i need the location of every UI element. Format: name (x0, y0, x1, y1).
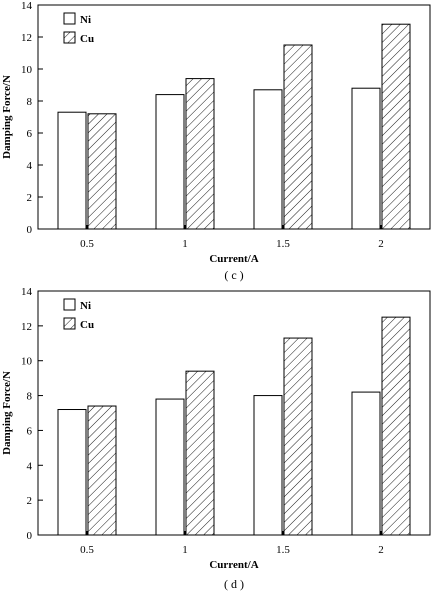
y-tick-label: 14 (21, 0, 33, 12)
panel-caption: ( d ) (224, 577, 244, 591)
y-tick-label: 8 (27, 96, 33, 108)
y-tick-label: 8 (27, 391, 33, 403)
x-tick-label: 1 (182, 544, 188, 556)
legend-swatch-ni (63, 12, 76, 25)
x-tick-label: 2 (378, 544, 384, 556)
legend-swatch-cu (63, 31, 76, 44)
bar-cu-0.5 (87, 113, 117, 230)
plot-frame (37, 290, 431, 536)
y-axis-label: Damping Force/N (1, 371, 13, 455)
bar-ni-1 (155, 94, 185, 230)
y-tick-label: 12 (21, 321, 32, 333)
legend-label-cu: Cu (80, 33, 94, 45)
y-tick-label: 2 (27, 495, 33, 507)
chart-panel-1: 0 2 4 6 8 10 12 14 0.5 1 1.5 2 Current/A Damping Forc… (1, 286, 431, 591)
bar-cu-0.5 (87, 405, 117, 536)
x-tick-label: 1 (182, 238, 188, 250)
y-tick-label: 12 (21, 32, 32, 44)
bar-ni-2 (351, 391, 381, 536)
x-tick-label: 0.5 (80, 544, 94, 556)
y-tick-label: 14 (21, 286, 33, 298)
bar-ni-1.5 (253, 395, 283, 536)
y-tick-label: 4 (27, 460, 33, 472)
bar-ni-1 (155, 398, 185, 536)
bar-ni-0.5 (57, 111, 87, 230)
panel-caption: ( c ) (224, 268, 243, 282)
y-tick-label: 6 (27, 425, 33, 437)
bar-cu-1 (185, 78, 215, 230)
x-axis-label: Current/A (209, 253, 258, 265)
x-tick-label: 0.5 (80, 238, 94, 250)
y-tick-label: 0 (27, 530, 33, 542)
y-tick-label: 10 (21, 64, 33, 76)
plot-frame (37, 4, 431, 230)
y-tick-label: 2 (27, 192, 33, 204)
bar-ni-2 (351, 87, 381, 230)
x-axis-label: Current/A (209, 559, 258, 571)
y-tick-label: 6 (27, 128, 33, 140)
bar-cu-1.5 (283, 44, 313, 230)
x-tick-label: 1.5 (276, 544, 290, 556)
x-tick-label: 1.5 (276, 238, 290, 250)
legend-label-cu: Cu (80, 319, 94, 331)
bar-cu-2 (381, 23, 411, 230)
legend-swatch-cu (63, 317, 76, 330)
legend-label-ni: Ni (80, 14, 91, 26)
y-tick-label: 0 (27, 224, 33, 236)
legend-swatch-ni (63, 298, 76, 311)
bar-ni-0.5 (57, 409, 87, 536)
x-tick-label: 2 (378, 238, 384, 250)
y-tick-label: 4 (27, 160, 33, 172)
y-tick-label: 10 (21, 356, 33, 368)
bar-cu-2 (381, 316, 411, 536)
chart-panel-0: 0 2 4 6 8 10 12 14 0.5 1 1.5 2 Current/A Damping Forc… (1, 0, 431, 282)
bar-cu-1 (185, 370, 215, 536)
legend-label-ni: Ni (80, 300, 91, 312)
bar-ni-1.5 (253, 89, 283, 230)
bar-cu-1.5 (283, 337, 313, 536)
y-axis-label: Damping Force/N (1, 75, 13, 159)
